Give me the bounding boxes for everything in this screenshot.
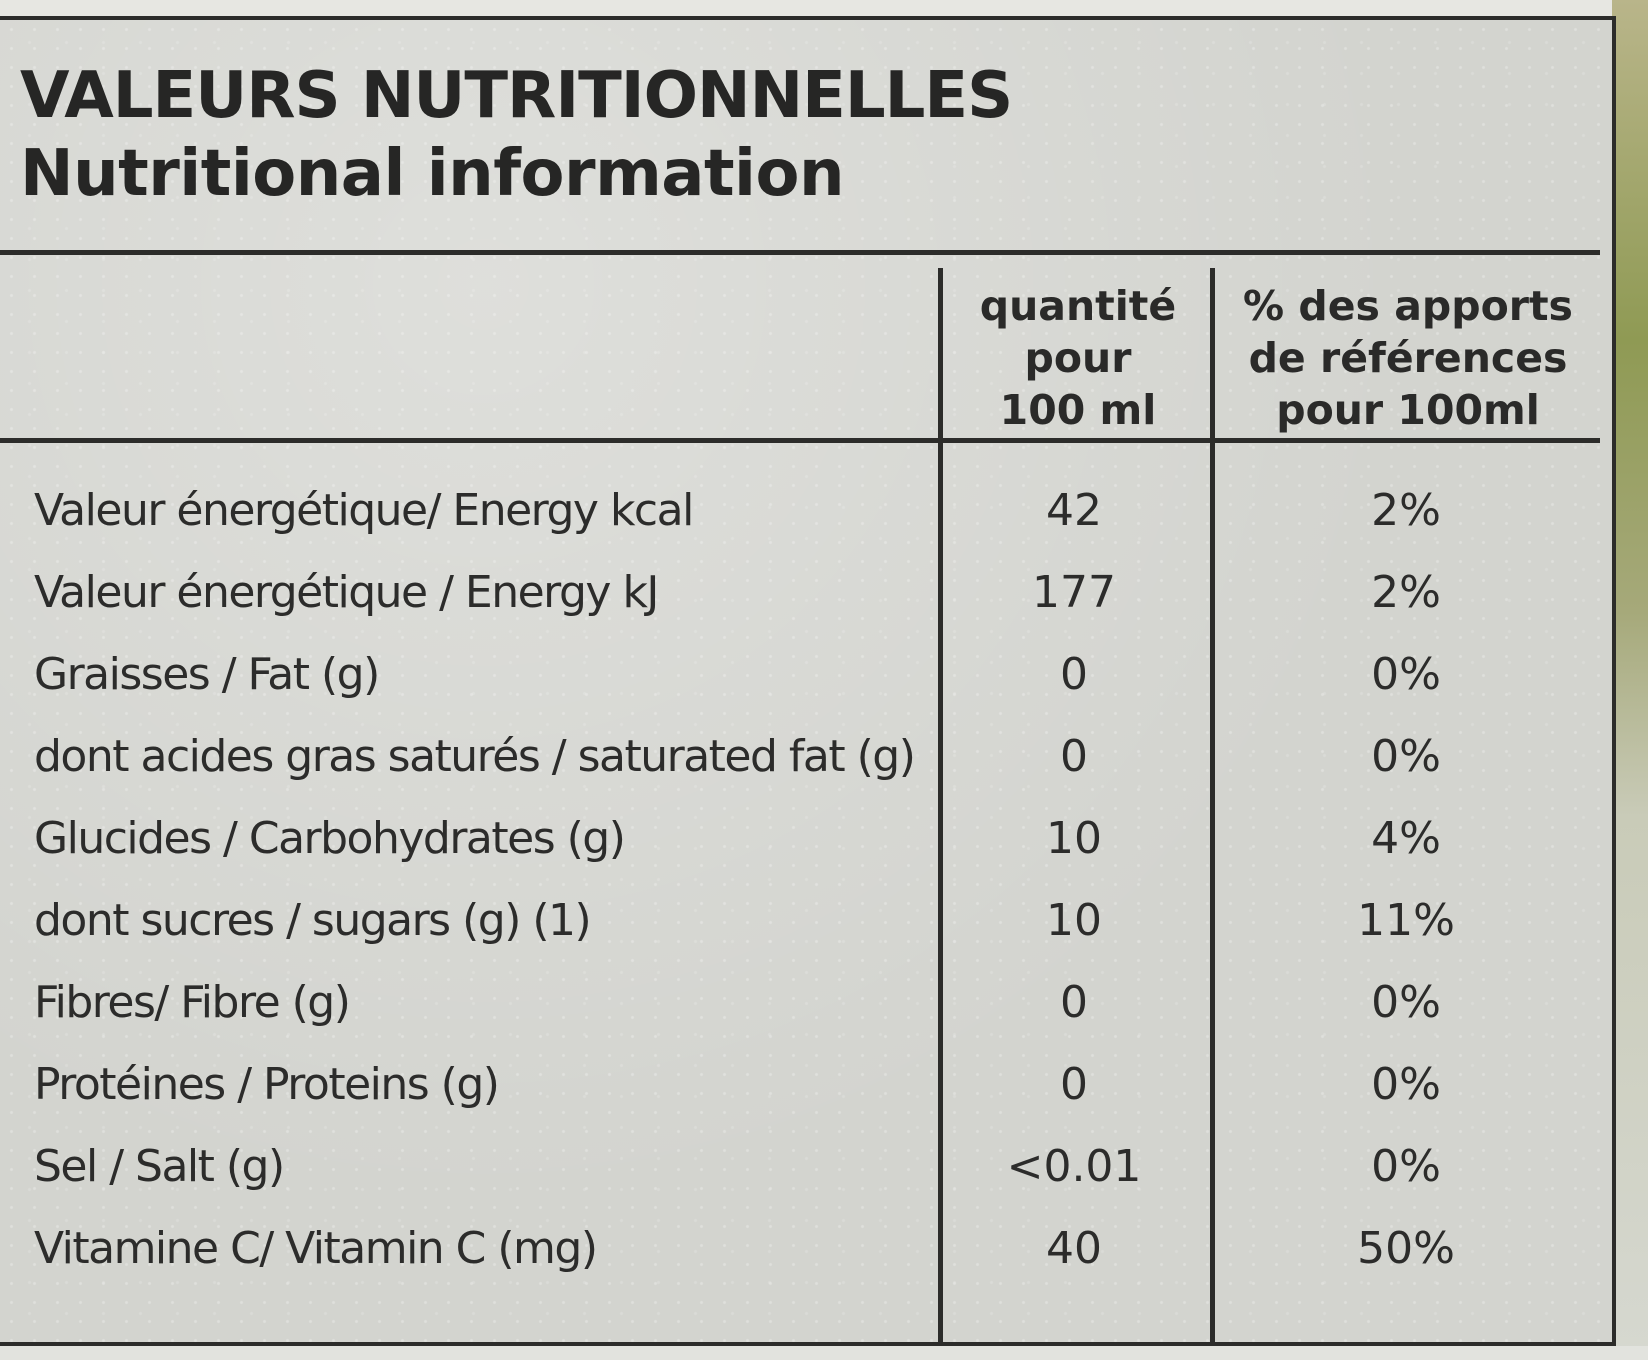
table-body: Valeur énergétique/ Energy kcal 42 2% Va…	[0, 470, 1600, 1290]
column-header-reference: % des apports de références pour 100ml	[1218, 280, 1598, 436]
column-header-quantity: quantité pour 100 ml	[948, 280, 1208, 436]
column-divider-1	[938, 268, 943, 1346]
reference-percent: 50%	[1357, 1223, 1455, 1274]
header-reference-line: de références	[1248, 334, 1568, 382]
table-row: Glucides / Carbohydrates (g) 10 4%	[0, 798, 1600, 880]
quantity-value: 10	[1046, 813, 1102, 864]
table-row: Valeur énergétique/ Energy kcal 42 2%	[0, 470, 1600, 552]
header-quantity-line: 100 ml	[999, 386, 1157, 434]
header-reference-line: % des apports	[1243, 282, 1573, 330]
reference-percent: 2%	[1371, 567, 1441, 618]
quantity-value: 0	[1060, 977, 1088, 1028]
reference-percent: 0%	[1371, 977, 1441, 1028]
nutrient-label: dont acides gras saturés / saturated fat…	[34, 731, 916, 782]
column-divider-2	[1210, 268, 1215, 1346]
nutrient-label: Sel / Salt (g)	[34, 1141, 285, 1192]
package-bottom-edge	[0, 1346, 1648, 1360]
table-top-rule	[0, 250, 1600, 255]
nutrient-label: Vitamine C/ Vitamin C (mg)	[34, 1223, 598, 1274]
table-row: Sel / Salt (g) <0.01 0%	[0, 1126, 1600, 1208]
reference-percent: 11%	[1357, 895, 1455, 946]
nutrient-label: Glucides / Carbohydrates (g)	[34, 813, 626, 864]
heading-english: Nutritional information	[20, 137, 845, 211]
nutrient-label: Protéines / Proteins (g)	[34, 1059, 500, 1110]
nutrient-label: dont sucres / sugars (g) (1)	[34, 895, 592, 946]
header-reference-line: pour 100ml	[1276, 386, 1540, 434]
table-row: dont sucres / sugars (g) (1) 10 11%	[0, 880, 1600, 962]
nutrient-label: Valeur énergétique/ Energy kcal	[34, 485, 694, 536]
reference-percent: 4%	[1371, 813, 1441, 864]
nutrient-label: Graisses / Fat (g)	[34, 649, 380, 700]
nutrition-table: quantité pour 100 ml % des apports de ré…	[0, 250, 1600, 1346]
reference-percent: 0%	[1371, 649, 1441, 700]
table-row: Valeur énergétique / Energy kJ 177 2%	[0, 552, 1600, 634]
heading-french: VALEURS NUTRITIONNELLES	[20, 59, 1013, 133]
quantity-value: <0.01	[1006, 1141, 1142, 1192]
reference-percent: 0%	[1371, 1141, 1441, 1192]
quantity-value: 42	[1046, 485, 1102, 536]
reference-percent: 0%	[1371, 1059, 1441, 1110]
quantity-value: 0	[1060, 649, 1088, 700]
quantity-value: 177	[1032, 567, 1116, 618]
table-row: Fibres/ Fibre (g) 0 0%	[0, 962, 1600, 1044]
reference-percent: 2%	[1371, 485, 1441, 536]
table-row: Protéines / Proteins (g) 0 0%	[0, 1044, 1600, 1126]
quantity-value: 40	[1046, 1223, 1102, 1274]
quantity-value: 0	[1060, 1059, 1088, 1110]
header-quantity-line: pour	[1024, 334, 1132, 382]
table-row: Graisses / Fat (g) 0 0%	[0, 634, 1600, 716]
table-row: dont acides gras saturés / saturated fat…	[0, 716, 1600, 798]
quantity-value: 10	[1046, 895, 1102, 946]
package-side-green	[1612, 0, 1648, 1360]
quantity-value: 0	[1060, 731, 1088, 782]
nutrient-label: Fibres/ Fibre (g)	[34, 977, 351, 1028]
table-row: Vitamine C/ Vitamin C (mg) 40 50%	[0, 1208, 1600, 1290]
label-heading: VALEURS NUTRITIONNELLES Nutritional info…	[20, 59, 1013, 211]
reference-percent: 0%	[1371, 731, 1441, 782]
header-bottom-rule	[0, 438, 1600, 443]
nutrient-label: Valeur énergétique / Energy kJ	[34, 567, 659, 618]
header-quantity-line: quantité	[979, 282, 1177, 330]
